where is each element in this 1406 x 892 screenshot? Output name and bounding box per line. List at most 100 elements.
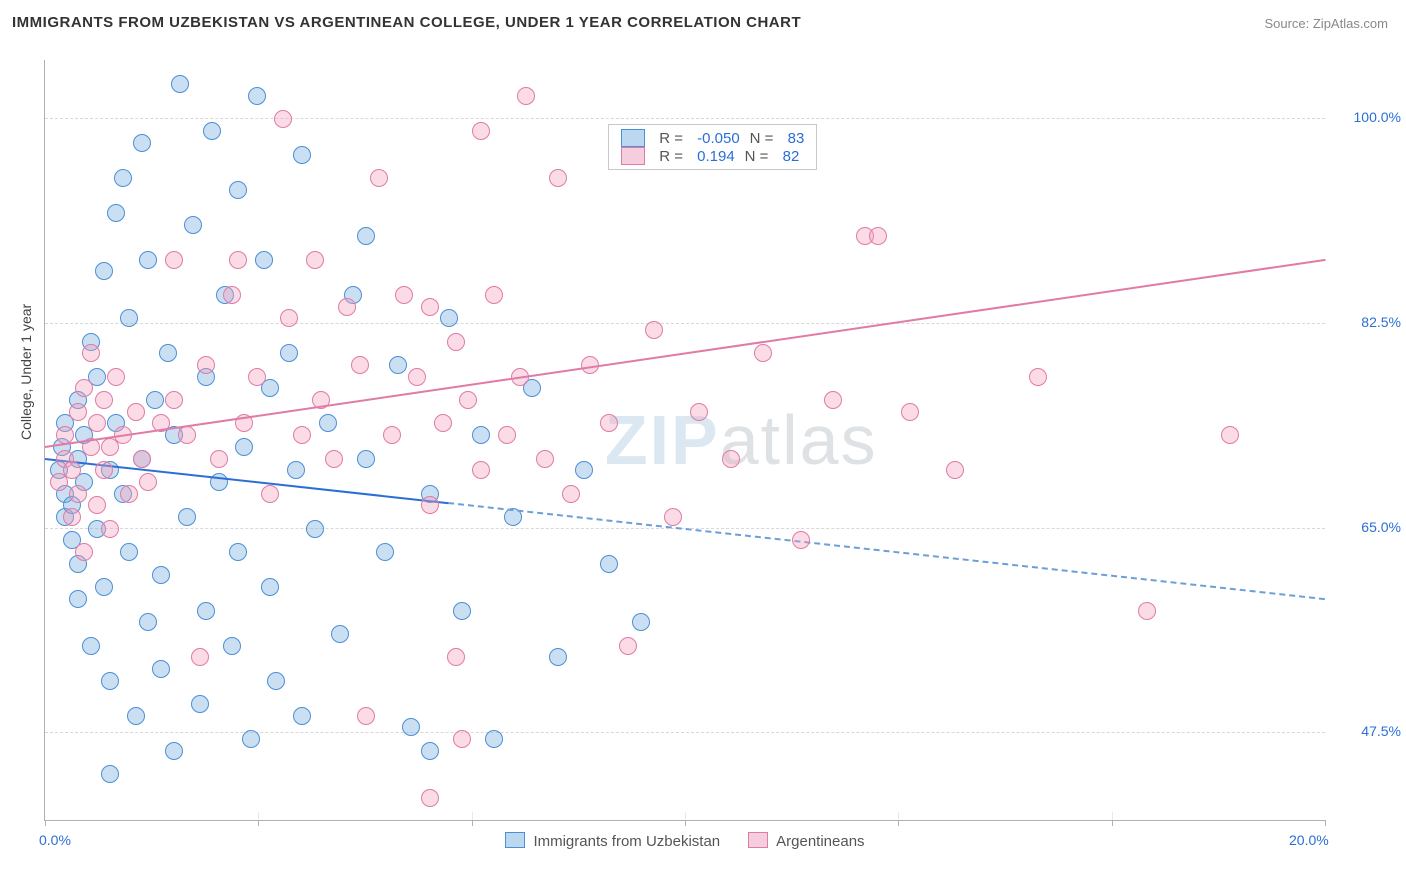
legend-swatch [621, 147, 645, 165]
y-tick-label: 82.5% [1337, 314, 1401, 330]
data-point [63, 461, 81, 479]
data-point [82, 344, 100, 362]
data-point [549, 169, 567, 187]
data-point [75, 543, 93, 561]
data-point [453, 602, 471, 620]
data-point [120, 309, 138, 327]
data-point [664, 508, 682, 526]
data-point [1138, 602, 1156, 620]
data-point [101, 520, 119, 538]
data-point [293, 707, 311, 725]
data-point [146, 391, 164, 409]
data-point [107, 204, 125, 222]
data-point [722, 450, 740, 468]
x-tick [472, 812, 473, 820]
data-point [421, 789, 439, 807]
series-legend: Immigrants from Uzbekistan Argentineans [45, 832, 1325, 850]
data-point [600, 555, 618, 573]
data-point [235, 438, 253, 456]
data-point [165, 391, 183, 409]
data-point [223, 637, 241, 655]
data-point [421, 742, 439, 760]
y-tick-label: 47.5% [1337, 723, 1401, 739]
legend-label: Argentineans [776, 833, 864, 850]
x-tick [1112, 812, 1113, 820]
data-point [754, 344, 772, 362]
data-point [351, 356, 369, 374]
legend-item: Argentineans [748, 832, 864, 850]
data-point [536, 450, 554, 468]
legend-n-label: N = [745, 148, 773, 165]
data-point [619, 637, 637, 655]
data-point [88, 414, 106, 432]
data-point [280, 309, 298, 327]
legend-n-value: 82 [783, 148, 800, 165]
data-point [139, 473, 157, 491]
data-point [306, 520, 324, 538]
trend-line [448, 502, 1325, 602]
watermark: ZIPatlas [605, 400, 878, 480]
x-tick-mark [1325, 820, 1326, 826]
scatter-plot: ZIPatlas R = -0.050 N = 83R = 0.194 N = … [44, 60, 1325, 821]
data-point [293, 426, 311, 444]
data-point [472, 122, 490, 140]
data-point [184, 216, 202, 234]
data-point [261, 485, 279, 503]
data-point [255, 251, 273, 269]
data-point [600, 414, 618, 432]
data-point [331, 625, 349, 643]
data-point [357, 450, 375, 468]
data-point [203, 122, 221, 140]
legend-item: Immigrants from Uzbekistan [505, 832, 720, 850]
gridline-h [45, 323, 1325, 324]
x-tick-mark [898, 820, 899, 826]
data-point [95, 461, 113, 479]
data-point [101, 672, 119, 690]
data-point [824, 391, 842, 409]
gridline-h [45, 732, 1325, 733]
data-point [191, 648, 209, 666]
data-point [440, 309, 458, 327]
legend-n-value: 83 [788, 130, 805, 147]
data-point [402, 718, 420, 736]
data-point [114, 169, 132, 187]
data-point [133, 450, 151, 468]
data-point [498, 426, 516, 444]
x-tick-mark [685, 820, 686, 826]
source-link[interactable]: ZipAtlas.com [1313, 16, 1388, 31]
data-point [434, 414, 452, 432]
x-tick-mark [1112, 820, 1113, 826]
data-point [575, 461, 593, 479]
data-point [82, 637, 100, 655]
data-point [562, 485, 580, 503]
data-point [1029, 368, 1047, 386]
x-tick-mark [472, 820, 473, 826]
data-point [472, 461, 490, 479]
data-point [152, 566, 170, 584]
legend-r-value: 0.194 [697, 148, 735, 165]
data-point [319, 414, 337, 432]
data-point [197, 602, 215, 620]
data-point [447, 648, 465, 666]
y-axis-label: College, Under 1 year [18, 304, 34, 440]
data-point [453, 730, 471, 748]
x-tick-mark [258, 820, 259, 826]
legend-r-label: R = [659, 130, 687, 147]
x-tick-mark [45, 820, 46, 826]
data-point [127, 403, 145, 421]
data-point [120, 543, 138, 561]
correlation-legend: R = -0.050 N = 83R = 0.194 N = 82 [608, 124, 817, 170]
data-point [95, 262, 113, 280]
data-point [306, 251, 324, 269]
data-point [242, 730, 260, 748]
data-point [645, 321, 663, 339]
data-point [421, 496, 439, 514]
data-point [152, 660, 170, 678]
data-point [357, 707, 375, 725]
data-point [517, 87, 535, 105]
data-point [63, 508, 81, 526]
data-point [69, 485, 87, 503]
data-point [171, 75, 189, 93]
data-point [338, 298, 356, 316]
data-point [133, 134, 151, 152]
